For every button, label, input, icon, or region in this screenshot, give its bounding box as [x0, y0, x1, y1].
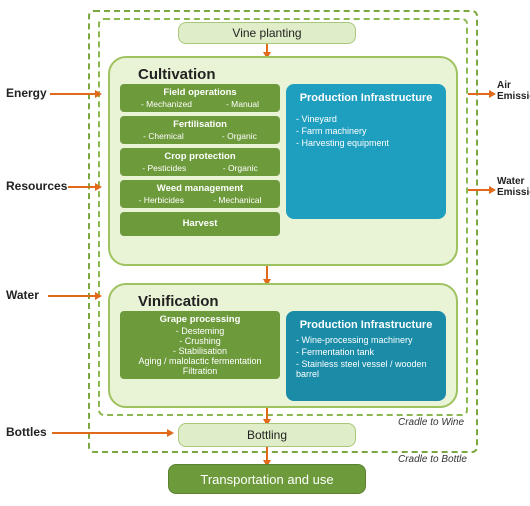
infra-item: Stainless steel vessel / wooden barrel [296, 359, 436, 379]
stage-vine-planting: Vine planting [178, 22, 356, 44]
output-water-emissions: Water Emissions [497, 176, 530, 198]
stage-transport: Transportation and use [168, 464, 366, 494]
vinification-infra: Production Infrastructure Wine-processin… [286, 311, 446, 401]
cultivation-fertilisation: Fertilisation - Chemical- Organic [120, 116, 280, 144]
arrow-water-emissions [468, 189, 490, 191]
arrow-cultivation-to-vinification [266, 266, 268, 280]
vinification-infra-title: Production Infrastructure [296, 319, 436, 331]
transport-label: Transportation and use [200, 472, 333, 487]
cultivation-field-ops: Field operations - Mechanized- Manual [120, 84, 280, 112]
arrow-vinification-to-bottling [266, 408, 268, 420]
panel-vinification: Vinification Grape processing - Destemin… [108, 283, 458, 408]
output-air-emissions: Air Emissions [497, 80, 530, 102]
infra-item: Vineyard [296, 114, 436, 124]
cultivation-title: Cultivation [138, 66, 450, 83]
arrow-bottling-to-transport [266, 447, 268, 461]
cultivation-infra-title: Production Infrastructure [296, 92, 436, 104]
infra-item: Fermentation tank [296, 347, 436, 357]
arrow-vine-to-cultivation [266, 44, 268, 53]
bottling-label: Bottling [247, 428, 287, 442]
arrow-water [48, 295, 96, 297]
infra-item: Wine-processing machinery [296, 335, 436, 345]
arrow-energy [50, 93, 96, 95]
vinification-title: Vinification [138, 293, 450, 310]
arrow-bottles [52, 432, 168, 434]
cultivation-infra: Production Infrastructure Vineyard Farm … [286, 84, 446, 219]
cultivation-weed-mgmt: Weed management - Herbicides- Mechanical [120, 180, 280, 208]
arrow-air-emissions [468, 93, 490, 95]
cultivation-harvest: Harvest [120, 212, 280, 236]
input-energy: Energy [6, 86, 47, 100]
label-cradle-to-wine: Cradle to Wine [398, 417, 464, 428]
vine-planting-label: Vine planting [232, 26, 301, 40]
infra-item: Harvesting equipment [296, 138, 436, 148]
input-resources: Resources [6, 179, 67, 193]
panel-cultivation: Cultivation Field operations - Mechanize… [108, 56, 458, 266]
label-cradle-to-bottle: Cradle to Bottle [398, 454, 467, 465]
stage-bottling: Bottling [178, 423, 356, 447]
cultivation-crop-protection: Crop protection - Pesticides- Organic [120, 148, 280, 176]
infra-item: Farm machinery [296, 126, 436, 136]
vinification-grape-processing: Grape processing - Desteming - Crushing … [120, 311, 280, 379]
input-water: Water [6, 288, 39, 302]
arrow-resources [68, 186, 96, 188]
input-bottles: Bottles [6, 425, 47, 439]
